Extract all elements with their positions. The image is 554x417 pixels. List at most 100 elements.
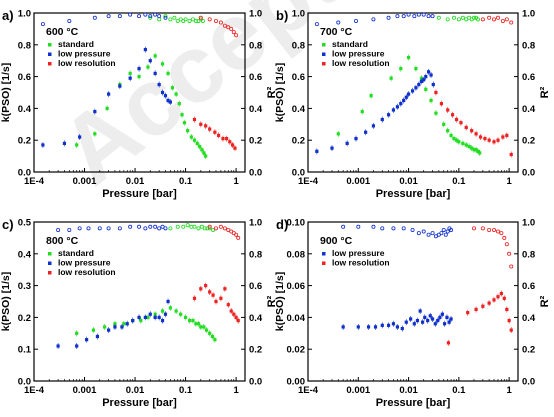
data-point bbox=[191, 318, 195, 323]
data-point bbox=[113, 325, 117, 329]
data-point bbox=[228, 140, 232, 144]
data-point bbox=[364, 130, 368, 134]
data-point bbox=[208, 127, 212, 131]
legend-label: low pressure bbox=[332, 49, 385, 59]
data-point bbox=[146, 315, 150, 319]
r2-point bbox=[464, 17, 469, 22]
data-point bbox=[214, 299, 218, 304]
data-point bbox=[195, 141, 199, 145]
data-point bbox=[211, 293, 215, 297]
r2-point bbox=[67, 18, 72, 23]
data-point bbox=[146, 65, 150, 69]
x-tick-label: 0.1 bbox=[179, 176, 193, 187]
y2-tick-label: 1.0 bbox=[249, 9, 262, 20]
data-point bbox=[507, 318, 511, 323]
r2-point bbox=[445, 229, 450, 234]
series-r2-3 bbox=[436, 15, 480, 22]
r2-point bbox=[229, 26, 234, 31]
r2-point bbox=[371, 17, 376, 22]
data-point bbox=[447, 320, 451, 324]
y2-tick-label: 1.0 bbox=[249, 218, 262, 229]
data-point bbox=[148, 59, 152, 63]
x-tick-label: 0.001 bbox=[346, 176, 370, 187]
data-point bbox=[153, 54, 157, 58]
r2-point bbox=[117, 14, 122, 19]
data-point bbox=[137, 315, 141, 319]
legend-label: standard bbox=[332, 39, 368, 49]
x-tick-label: 0.1 bbox=[179, 385, 193, 396]
y2-tick-label: 0.6 bbox=[249, 281, 262, 292]
r2-point bbox=[234, 232, 239, 237]
series-low-resolution bbox=[446, 290, 513, 346]
data-point bbox=[177, 102, 181, 106]
data-point bbox=[170, 86, 175, 90]
r2-point bbox=[456, 17, 461, 22]
r2-point bbox=[92, 15, 97, 20]
data-point bbox=[229, 309, 233, 313]
data-point bbox=[157, 82, 161, 87]
data-point bbox=[509, 152, 513, 157]
r2-point bbox=[213, 18, 218, 23]
data-point bbox=[442, 322, 447, 326]
data-point bbox=[395, 105, 400, 109]
data-point bbox=[450, 113, 455, 117]
data-point bbox=[153, 312, 157, 316]
y-tick-label: 0.6 bbox=[292, 72, 305, 83]
r2-point bbox=[509, 20, 514, 25]
r2-point bbox=[213, 226, 218, 231]
series-low-pressure bbox=[341, 308, 453, 332]
data-point bbox=[179, 312, 183, 316]
data-point bbox=[474, 132, 478, 136]
x-tick-label: 1E-4 bbox=[24, 385, 45, 396]
x-tick-label: 0.01 bbox=[126, 176, 145, 187]
data-point bbox=[410, 89, 415, 93]
r2-point bbox=[341, 224, 346, 229]
data-point bbox=[454, 117, 459, 122]
data-point bbox=[420, 320, 425, 324]
r2-point bbox=[168, 17, 173, 22]
data-point bbox=[481, 304, 485, 308]
data-point bbox=[166, 299, 170, 304]
y-axis-label: k(PSO) [1/s] bbox=[274, 63, 286, 123]
data-point bbox=[438, 315, 442, 319]
legend-marker bbox=[48, 62, 52, 66]
data-point bbox=[137, 75, 141, 79]
legend-marker bbox=[48, 271, 52, 275]
series-r2-4 bbox=[56, 224, 168, 232]
r2-point bbox=[207, 17, 212, 22]
y2-tick-label: 0.2 bbox=[522, 345, 535, 356]
y-tick-label: 0.0 bbox=[18, 377, 31, 388]
x-tick-label: 0.001 bbox=[346, 385, 370, 396]
data-point bbox=[216, 133, 221, 138]
data-point bbox=[499, 291, 503, 296]
data-point bbox=[192, 296, 197, 300]
r2-point bbox=[185, 223, 190, 228]
r2-point bbox=[181, 224, 186, 229]
data-point bbox=[476, 149, 480, 153]
data-point bbox=[442, 122, 446, 126]
data-point bbox=[423, 315, 427, 319]
data-point bbox=[232, 312, 236, 316]
y-tick-label: 0.4 bbox=[18, 104, 32, 115]
r2-point bbox=[222, 226, 227, 231]
y2-tick-label: 0.2 bbox=[522, 136, 535, 147]
r2-point bbox=[168, 226, 173, 231]
series-r2-4 bbox=[314, 12, 435, 27]
data-point bbox=[236, 318, 240, 323]
data-point bbox=[404, 95, 408, 99]
r2-point bbox=[128, 224, 133, 229]
data-point bbox=[389, 76, 393, 80]
data-point bbox=[160, 309, 165, 313]
y-axis-label: k(PSO) [1/s] bbox=[274, 272, 286, 332]
r2-point bbox=[401, 14, 406, 19]
series-r2-5 bbox=[198, 15, 239, 38]
data-point bbox=[204, 154, 208, 158]
legend-marker bbox=[322, 62, 326, 66]
r2-point bbox=[172, 15, 177, 20]
legend-marker bbox=[322, 252, 326, 256]
r2-point bbox=[207, 226, 212, 231]
y-tick-label: 0.00 bbox=[287, 377, 306, 388]
r2-point bbox=[504, 17, 509, 22]
y2-tick-label: 1.0 bbox=[522, 9, 535, 20]
